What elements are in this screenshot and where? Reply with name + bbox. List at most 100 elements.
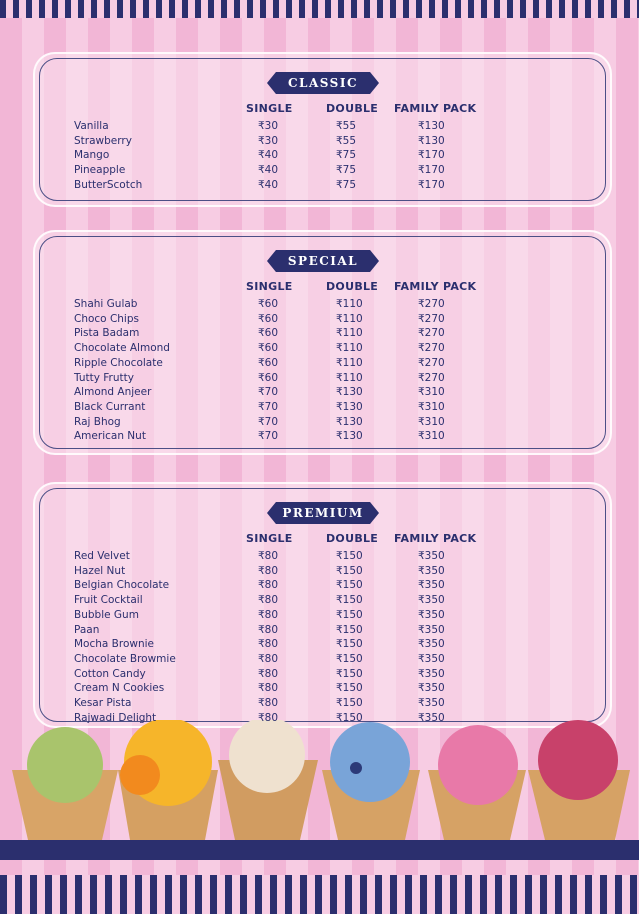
price: ₹150: [336, 564, 363, 577]
item-name: Ripple Chocolate: [74, 356, 163, 369]
price: ₹70: [258, 415, 279, 428]
item-name: Almond Anjeer: [74, 386, 152, 399]
price: ₹80: [258, 594, 279, 607]
price: ₹310: [418, 415, 445, 428]
price: ₹150: [336, 608, 363, 621]
price: ₹150: [336, 652, 363, 665]
price: ₹130: [336, 430, 363, 443]
column-header: DOUBLE: [326, 280, 379, 293]
price: ₹80: [258, 638, 279, 651]
price: ₹70: [258, 430, 279, 443]
item-name: Mango: [74, 149, 110, 162]
menu-section: CLASSIC SINGLE DOUBLE FAMILY PACK Vanilla ₹30…: [33, 52, 612, 207]
price: ₹70: [258, 400, 279, 413]
price: ₹55: [336, 120, 357, 132]
item-name: Cream N Cookies: [74, 682, 165, 695]
item-name: Vanilla: [74, 120, 109, 132]
price: ₹270: [418, 327, 445, 340]
price: ₹270: [418, 371, 445, 384]
price: ₹150: [336, 638, 363, 651]
price: ₹130: [418, 120, 445, 132]
price: ₹150: [336, 711, 363, 724]
price: ₹80: [258, 623, 279, 636]
bottom-band: [0, 840, 639, 860]
price: ₹75: [336, 164, 357, 177]
price: ₹80: [258, 667, 279, 680]
price: ₹350: [418, 550, 445, 562]
item-name: Cotton Candy: [74, 667, 146, 680]
price: ₹110: [336, 371, 363, 384]
price: ₹110: [336, 342, 363, 355]
menu-section: PREMIUM SINGLE DOUBLE FAMILY PACK Red Velvet…: [33, 482, 612, 728]
item-name: ButterScotch: [74, 178, 143, 191]
column-header: DOUBLE: [326, 102, 379, 115]
price: ₹110: [336, 298, 363, 310]
price: ₹110: [336, 327, 363, 340]
item-name: Paan: [74, 623, 100, 636]
item-name: Tutty Frutty: [74, 371, 134, 384]
price: ₹150: [336, 550, 363, 562]
price: ₹80: [258, 564, 279, 577]
price: ₹75: [336, 149, 357, 162]
price: ₹55: [336, 134, 357, 147]
price: ₹170: [418, 178, 445, 191]
price: ₹40: [258, 178, 279, 191]
price: ₹150: [336, 667, 363, 680]
price: ₹350: [418, 667, 445, 680]
cone: [218, 720, 318, 840]
item-name: Kesar Pista: [74, 697, 132, 709]
top-stripes: [0, 0, 639, 18]
cone: [118, 720, 218, 840]
item-name: Choco Chips: [74, 312, 139, 325]
item-name: Red Velvet: [74, 550, 130, 562]
section-title: SPECIAL: [267, 250, 379, 272]
price: ₹80: [258, 682, 279, 695]
item-name: Pista Badam: [74, 327, 140, 340]
price: ₹130: [336, 400, 363, 413]
cone: [12, 727, 118, 840]
price: ₹130: [336, 415, 363, 428]
price: ₹170: [418, 164, 445, 177]
item-name: Strawberry: [74, 134, 132, 147]
price: ₹350: [418, 564, 445, 577]
price: ₹150: [336, 579, 363, 592]
price: ₹150: [336, 594, 363, 607]
cone: [322, 722, 420, 840]
price: ₹60: [258, 298, 279, 310]
column-header: FAMILY PACK: [394, 532, 477, 545]
price: ₹130: [336, 386, 363, 399]
item-name: Chocolate Almond: [74, 342, 170, 355]
price: ₹270: [418, 298, 445, 310]
price: ₹80: [258, 579, 279, 592]
price: ₹270: [418, 312, 445, 325]
price: ₹70: [258, 386, 279, 399]
price: ₹110: [336, 312, 363, 325]
price: ₹310: [418, 400, 445, 413]
column-header: FAMILY PACK: [394, 102, 477, 115]
price: ₹40: [258, 164, 279, 177]
price: ₹60: [258, 312, 279, 325]
price: ₹60: [258, 371, 279, 384]
price: ₹150: [336, 623, 363, 636]
price: ₹80: [258, 608, 279, 621]
price: ₹75: [336, 178, 357, 191]
price: ₹310: [418, 386, 445, 399]
column-header: FAMILY PACK: [394, 280, 477, 293]
price: ₹350: [418, 594, 445, 607]
price: ₹60: [258, 327, 279, 340]
price: ₹350: [418, 697, 445, 709]
price: ₹350: [418, 682, 445, 695]
price: ₹40: [258, 149, 279, 162]
item-name: Raj Bhog: [74, 415, 121, 428]
item-name: Chocolate Browmie: [74, 652, 176, 665]
price: ₹170: [418, 149, 445, 162]
column-header: SINGLE: [246, 102, 293, 115]
price: ₹350: [418, 608, 445, 621]
column-header: DOUBLE: [326, 532, 379, 545]
item-name: American Nut: [74, 430, 146, 443]
price: ₹350: [418, 711, 445, 724]
price: ₹80: [258, 711, 279, 724]
item-name: Pineapple: [74, 164, 126, 177]
item-name: Fruit Cocktail: [74, 594, 143, 607]
price: ₹110: [336, 356, 363, 369]
